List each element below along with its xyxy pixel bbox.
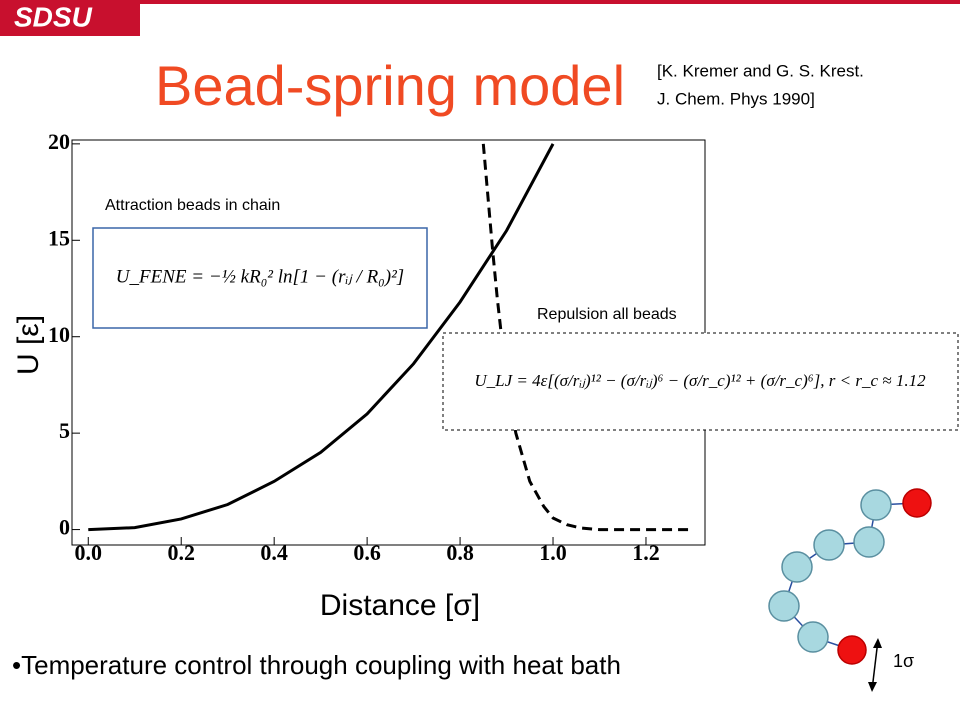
- x-tick-label: 0.4: [260, 540, 288, 565]
- end-bead: [902, 488, 932, 518]
- plot: 0.0 0.2 0.4 0.6 0.8 1.0 1.2 0 5 10 15 20: [48, 129, 693, 565]
- bead: [797, 621, 829, 653]
- bead-chain: [768, 488, 932, 692]
- arrow-head: [868, 682, 877, 692]
- y-tick-label: 0: [59, 515, 70, 540]
- y-axis-label: U [ε]: [12, 315, 45, 375]
- equation-box: [92, 227, 428, 329]
- bead: [781, 551, 813, 583]
- x-tick-label: 1.2: [632, 540, 660, 565]
- x-tick-label: 0.6: [353, 540, 381, 565]
- annotation: Attraction beads in chain: [105, 197, 280, 214]
- y-tick-label: 20: [48, 129, 70, 154]
- y-tick-label: 15: [48, 225, 70, 250]
- bead: [813, 529, 845, 561]
- equation: U_FENE = −½ kR₀² ln[1 − (rᵢⱼ / R₀)²]: [116, 266, 404, 287]
- logo: SDSU: [14, 1, 93, 32]
- bond-arrow: [871, 639, 879, 691]
- x-tick-label: 0.2: [167, 540, 195, 565]
- bead: [768, 590, 800, 622]
- header-line: [0, 0, 960, 4]
- x-tick-label: 0.8: [446, 540, 474, 565]
- citation: [K. Kremer and G. S. Krest.: [657, 61, 864, 80]
- annotation: Repulsion all beads: [537, 306, 677, 323]
- citation: J. Chem. Phys 1990]: [657, 89, 815, 108]
- end-bead: [837, 635, 867, 665]
- x-tick-label: 0.0: [75, 540, 103, 565]
- data-line: [481, 143, 693, 532]
- y-tick-label: 10: [48, 322, 70, 347]
- logo-box: [0, 0, 140, 36]
- slide-title: Bead-spring model: [155, 54, 625, 117]
- x-tick-label: 1.0: [539, 540, 567, 565]
- bond-label: 1σ: [893, 651, 914, 671]
- y-tick-label: 5: [59, 418, 70, 443]
- equation: U_LJ = 4ε[(σ/rᵢⱼ)¹² − (σ/rᵢⱼ)⁶ − (σ/r_c)…: [474, 371, 926, 390]
- bullet: •Temperature control through coupling wi…: [12, 650, 621, 680]
- arrow-head: [873, 638, 882, 648]
- bead: [853, 526, 885, 558]
- data-line: [88, 143, 555, 532]
- x-axis-label: Distance [σ]: [320, 589, 480, 622]
- bead: [860, 489, 892, 521]
- equation-box: [442, 332, 959, 431]
